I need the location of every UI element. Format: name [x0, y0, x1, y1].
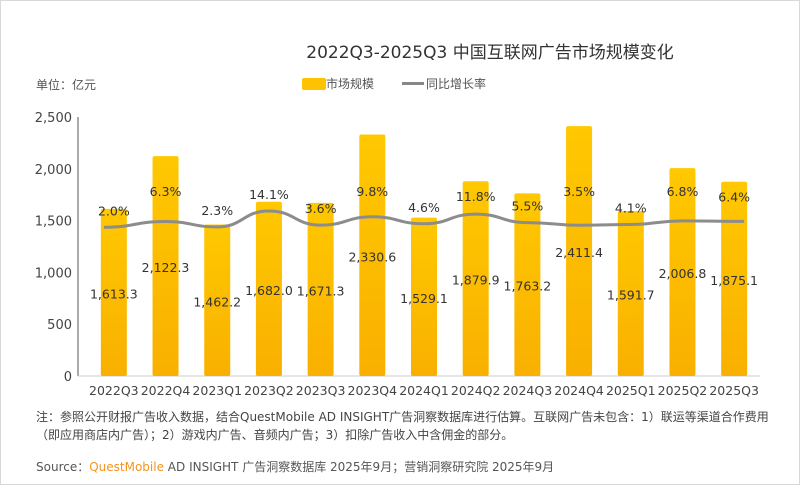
- x-tick-label: 2024Q2: [451, 383, 501, 398]
- bar: [255, 201, 282, 376]
- x-tick-label: 2025Q3: [709, 383, 759, 398]
- x-tick-label: 2023Q3: [296, 383, 346, 398]
- y-tick-label: 1,500: [35, 215, 72, 230]
- x-tick-label: 2025Q1: [606, 383, 656, 398]
- growth-rate-label: 3.5%: [563, 184, 595, 199]
- bar: [152, 156, 179, 376]
- bar: [462, 181, 489, 376]
- growth-rate-label: 4.6%: [408, 200, 440, 215]
- bar-value-label: 1,671.3: [297, 283, 345, 298]
- bar: [359, 134, 386, 376]
- bar-value-label: 1,875.1: [710, 273, 758, 288]
- x-tick-label: 2024Q4: [554, 383, 604, 398]
- legend-line-label: 同比增长率: [426, 77, 487, 91]
- bar-value-label: 1,613.3: [90, 286, 138, 301]
- x-tick-label: 2025Q2: [658, 383, 708, 398]
- bar-value-label: 2,122.3: [142, 260, 190, 275]
- legend-bar-label: 市场规模: [326, 77, 375, 91]
- x-tick-label: 2022Q4: [141, 383, 191, 398]
- x-tick-label: 2023Q4: [348, 383, 398, 398]
- growth-rate-label: 11.8%: [456, 189, 496, 204]
- legend-item-line: 同比增长率: [402, 75, 486, 92]
- x-tick-label: 2022Q3: [89, 383, 139, 398]
- x-tick-label: 2023Q1: [192, 383, 242, 398]
- bar: [307, 202, 334, 376]
- bar-value-label: 1,529.1: [400, 291, 448, 306]
- growth-rate-label: 5.5%: [512, 199, 544, 214]
- source-prefix: Source：: [36, 460, 90, 474]
- bar-value-label: 1,462.2: [193, 294, 241, 309]
- bar: [411, 217, 437, 376]
- growth-rate-label: 4.1%: [615, 200, 647, 215]
- y-tick-label: 1,000: [35, 266, 72, 281]
- source-brand: QuestMobile: [89, 460, 164, 474]
- bar-value-label: 1,591.7: [607, 288, 655, 303]
- footnote: 注：参照公开财报广告收入数据，结合QuestMobile AD INSIGHT广…: [36, 410, 769, 442]
- legend: 市场规模 同比增长率: [302, 75, 486, 92]
- source-line: Source：QuestMobile AD INSIGHT 广告洞察数据库 20…: [36, 458, 554, 475]
- growth-rate-label: 3.6%: [305, 201, 337, 216]
- growth-rate-label: 2.0%: [98, 203, 130, 218]
- bar-value-label: 1,682.0: [245, 283, 293, 298]
- growth-rate-label: 14.1%: [249, 187, 289, 202]
- bar: [514, 193, 541, 376]
- bar: [204, 224, 231, 376]
- bar-value-label: 1,879.9: [452, 273, 500, 288]
- source-rest: AD INSIGHT 广告洞察数据库 2025年9月；营销洞察研究院 2025年…: [163, 460, 555, 474]
- growth-rate-label: 9.8%: [356, 184, 388, 199]
- bar-value-label: 2,006.8: [659, 266, 707, 281]
- legend-item-bar: 市场规模: [302, 75, 374, 92]
- x-tick-label: 2024Q3: [503, 383, 553, 398]
- bar-value-label: 2,411.4: [555, 245, 603, 260]
- bar: [100, 208, 127, 376]
- y-tick-label: 2,000: [35, 163, 72, 178]
- x-tick-label: 2023Q2: [244, 383, 294, 398]
- bar: [617, 211, 644, 376]
- growth-rate-label: 6.4%: [718, 190, 750, 205]
- bar-value-label: 1,763.2: [504, 279, 552, 294]
- bar: [566, 126, 593, 377]
- legend-line-swatch: [402, 82, 425, 85]
- y-tick-label: 0: [64, 370, 72, 385]
- growth-rate-label: 2.3%: [201, 203, 233, 218]
- growth-rate-label: 6.8%: [667, 184, 699, 199]
- x-tick-label: 2024Q1: [399, 383, 449, 398]
- y-tick-label: 500: [47, 318, 72, 333]
- growth-line: [103, 209, 745, 229]
- bar-value-label: 2,330.6: [348, 249, 396, 264]
- chart-title: 2022Q3-2025Q3 中国互联网广告市场规模变化: [306, 43, 674, 63]
- unit-label: 单位：亿元: [36, 78, 97, 92]
- legend-bar-swatch: [302, 77, 326, 90]
- growth-rate-label: 6.3%: [150, 184, 182, 199]
- y-tick-label: 2,500: [35, 111, 72, 126]
- bar: [721, 181, 748, 376]
